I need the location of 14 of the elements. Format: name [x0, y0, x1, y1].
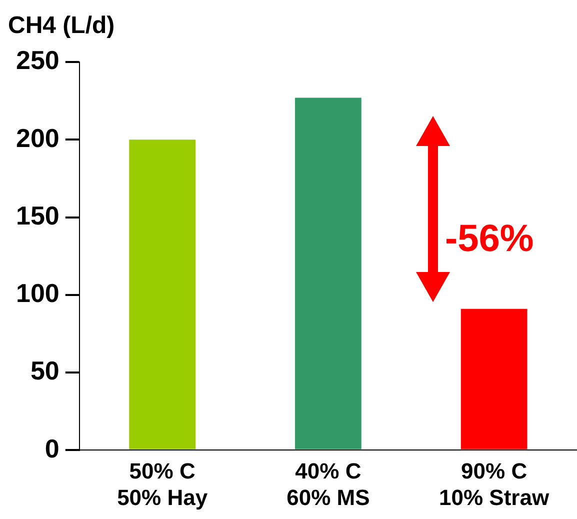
y-tick-label: 250: [16, 45, 60, 76]
y-tick-label: 0: [44, 433, 60, 464]
y-tick-label: 100: [16, 278, 60, 308]
annotation: -56%: [445, 218, 534, 261]
bar: [295, 98, 362, 450]
bar: [129, 140, 196, 450]
x-tick-label: 90% C 10% Straw: [439, 458, 550, 510]
bar: [460, 308, 528, 450]
y-tick-label: 150: [16, 200, 60, 230]
x-tick-label: 40% C 60% MS: [286, 458, 370, 510]
x-tick-label: 50% C 50% Hay: [117, 458, 208, 510]
y-tick-label: 50: [30, 356, 60, 386]
y-axis-title: CH4 (L/d): [8, 12, 115, 40]
y-tick-label: 200: [16, 122, 60, 153]
